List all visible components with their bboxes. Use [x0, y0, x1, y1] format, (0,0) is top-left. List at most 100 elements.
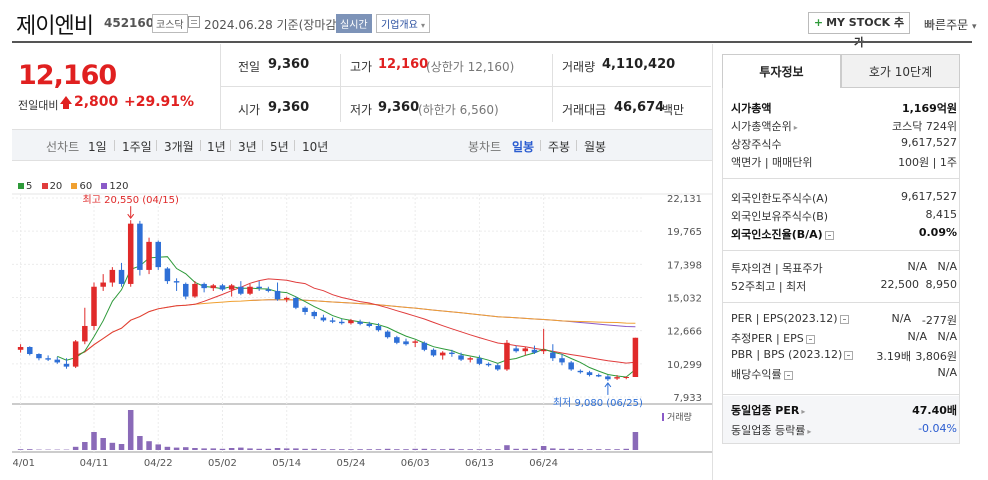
- volume-bar: [485, 449, 492, 450]
- add-mystock-button[interactable]: +MY STOCK 추가: [808, 12, 910, 49]
- candle-body: [540, 349, 547, 352]
- candle-body: [449, 352, 455, 355]
- foreign-limit-label: 외국인한도주식수(A): [731, 192, 829, 205]
- candle-body: [623, 376, 629, 378]
- candle-body: [412, 341, 418, 343]
- candle-body: [375, 325, 382, 331]
- help-icon[interactable]: [805, 334, 815, 344]
- candle-daily[interactable]: 일봉: [512, 140, 535, 154]
- period-1w[interactable]: 1주일: [122, 140, 152, 154]
- candle-body: [504, 342, 510, 370]
- plus-icon: +: [813, 16, 824, 29]
- y-tick-label: 10,299: [667, 360, 702, 371]
- ma120-line: [249, 299, 636, 328]
- candle-body: [421, 342, 428, 350]
- separator: [294, 140, 295, 151]
- chevron-down-icon: ▾: [421, 21, 426, 30]
- volume-bar: [146, 441, 152, 450]
- candle-body: [137, 223, 143, 270]
- shares-row: 상장주식수 9,617,527: [731, 134, 957, 152]
- volume-bar: [210, 448, 217, 450]
- candle-body: [550, 352, 556, 359]
- cap-rank-row[interactable]: 시가총액순위 ▸ 코스닥 724위: [731, 116, 957, 134]
- volume-bar: [82, 442, 88, 450]
- x-tick-label: 04/22: [144, 458, 173, 469]
- chart-legend: 5 20 60 120: [18, 181, 135, 192]
- volume-bar: [329, 449, 336, 450]
- period-1y[interactable]: 1년: [207, 140, 226, 154]
- volume-bar: [27, 449, 33, 450]
- x-tick-label: 04/11: [80, 458, 109, 469]
- legend-swatch: [101, 183, 108, 189]
- market-cap-row: 시가총액 1,169억원: [731, 98, 957, 116]
- separator: [114, 140, 115, 151]
- help-icon[interactable]: [824, 230, 834, 240]
- volume-bar: [302, 448, 308, 450]
- volume-bar: [531, 448, 538, 450]
- volume-bar: [127, 410, 134, 450]
- sector-rate-value: -0.04%: [918, 422, 957, 435]
- period-1d[interactable]: 1일: [88, 140, 107, 154]
- candle-body: [63, 363, 70, 367]
- candle-body: [339, 321, 345, 324]
- volume-value: 4,110,420: [602, 57, 676, 72]
- stock-chart[interactable]: 22,131 19,765 17,398 15,032 12,666 10,299 7,93…: [12, 162, 712, 480]
- legend-ma60: 60: [71, 181, 92, 192]
- candle-body: [485, 363, 492, 366]
- high-value: 12,160: [378, 57, 429, 72]
- period-3y[interactable]: 3년: [238, 140, 257, 154]
- candle-body: [72, 341, 79, 367]
- candle-body: [586, 372, 593, 376]
- divider: [221, 86, 711, 87]
- x-tick-label: 05/02: [208, 458, 237, 469]
- candle-monthly[interactable]: 월봉: [584, 140, 607, 154]
- candle-body: [45, 358, 51, 360]
- candle-weekly[interactable]: 주봉: [548, 140, 571, 154]
- tab-invest-info[interactable]: 투자정보: [722, 54, 841, 88]
- divider: [723, 250, 959, 251]
- low-annotation: 최저 9,080 (06/25): [553, 397, 643, 409]
- volume-bar: [192, 448, 198, 450]
- target-value: N/A: [937, 260, 957, 273]
- volume-bar: [238, 447, 244, 450]
- volume-bar: [357, 449, 363, 450]
- candle-body: [219, 285, 226, 290]
- y-tick-label: 7,933: [673, 393, 702, 404]
- volume-bar: [577, 449, 584, 450]
- help-icon[interactable]: [839, 314, 849, 324]
- volume-label: 거래량: [562, 60, 596, 74]
- candle-body: [614, 377, 620, 379]
- market-badge: 코스닥: [152, 14, 188, 33]
- volume-bar: [320, 449, 327, 450]
- volume-legend-swatch: [662, 413, 664, 421]
- shares-value: 9,617,527: [901, 136, 957, 149]
- volume-bar: [550, 448, 556, 450]
- divider: [712, 44, 713, 480]
- realtime-button[interactable]: 실시간: [336, 14, 372, 33]
- low-value: 9,360: [378, 100, 420, 115]
- volume-bar: [421, 448, 428, 450]
- sector-per-row[interactable]: 동일업종 PER ▸ 47.40배: [731, 400, 957, 418]
- volume-bar: [623, 448, 629, 450]
- high-label: 고가: [350, 60, 373, 74]
- period-3m[interactable]: 3개월: [164, 140, 194, 154]
- sector-rate-row[interactable]: 동일업종 등락률 ▸ -0.04%: [731, 420, 957, 438]
- candle-chart-label: 봉차트: [468, 140, 502, 154]
- period-10y[interactable]: 10년: [302, 140, 329, 154]
- help-icon[interactable]: [783, 370, 793, 380]
- upper-limit: (상한가 12,160): [426, 60, 515, 74]
- help-icon[interactable]: [844, 350, 854, 360]
- volume-bar: [183, 447, 189, 450]
- lower-limit: (하한가 6,560): [418, 103, 499, 117]
- pbr-label: PBR | BPS (2023.12): [731, 348, 843, 361]
- pbr-value: 3.19배: [876, 350, 911, 363]
- company-overview-dropdown[interactable]: 기업개요 ▾: [376, 14, 431, 33]
- period-5y[interactable]: 5년: [270, 140, 289, 154]
- quick-order-button[interactable]: 빠른주문 ▾: [924, 16, 977, 33]
- candle-body: [357, 321, 363, 324]
- candle-body: [146, 241, 152, 270]
- volume-bars: [17, 410, 639, 450]
- tab-hoga[interactable]: 호가 10단계: [841, 54, 960, 88]
- candle-body: [559, 358, 565, 363]
- high-annotation: 최고 20,550 (04/15): [83, 194, 179, 206]
